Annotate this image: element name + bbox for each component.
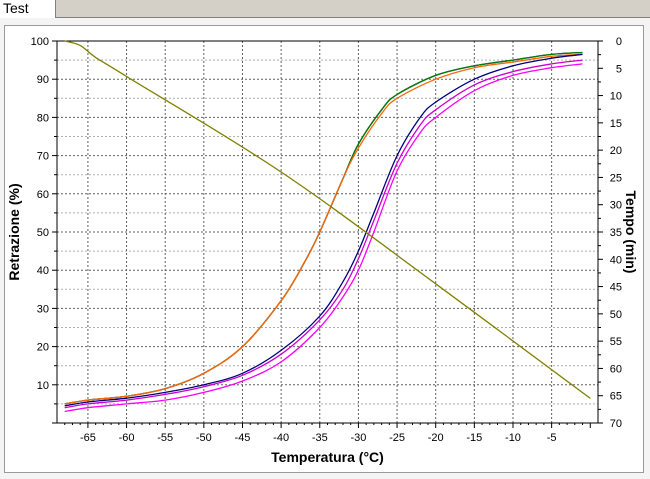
y2-tick-label: 60 — [610, 363, 622, 375]
y-tick-label: 60 — [37, 189, 49, 201]
x-tick-label: -30 — [350, 432, 366, 444]
tab-divider — [56, 17, 650, 18]
y2-tick-label: 50 — [610, 309, 622, 321]
y2-tick-label: 10 — [610, 91, 622, 103]
y2-tick-label: 55 — [610, 336, 622, 348]
x-tick-label: -50 — [196, 432, 212, 444]
y2-tick-label: 15 — [610, 118, 622, 130]
series-line-2 — [64, 53, 583, 405]
y2-tick-label: 35 — [610, 227, 622, 239]
y2-tick-label: 65 — [610, 391, 622, 403]
tab-test[interactable]: Test — [0, 0, 56, 18]
y2-tick-label: 70 — [610, 418, 622, 430]
x-tick-label: -65 — [80, 432, 96, 444]
x-tick-label: -25 — [389, 432, 405, 444]
y-tick-label: 80 — [37, 112, 49, 124]
x-tick-label: -20 — [428, 432, 444, 444]
y-tick-label: 30 — [37, 303, 49, 315]
y-tick-label: 50 — [37, 227, 49, 239]
x-tick-label: -45 — [235, 432, 251, 444]
y2-tick-label: 30 — [610, 200, 622, 212]
x-tick-label: -60 — [119, 432, 135, 444]
y-tick-label: 90 — [37, 74, 49, 86]
series-line-4 — [64, 59, 583, 409]
y-tick-label: 70 — [37, 151, 49, 163]
y-tick-label: 40 — [37, 265, 49, 277]
plot-area — [57, 41, 598, 423]
y-tick-label: 10 — [37, 380, 49, 392]
x-tick-label: -40 — [273, 432, 289, 444]
x-tick-label: -55 — [157, 432, 173, 444]
series-line-6 — [64, 40, 591, 399]
series-line-5 — [64, 63, 583, 413]
y2-tick-label: 5 — [616, 63, 622, 75]
y-tick-label: 100 — [31, 36, 49, 48]
x-tick-label: -35 — [312, 432, 328, 444]
y2-axis-title: Tempo (min) — [623, 191, 639, 274]
y-tick-label: 20 — [37, 342, 49, 354]
y2-tick-label: 20 — [610, 145, 622, 157]
y2-tick-label: 45 — [610, 282, 622, 294]
y2-tick-label: 40 — [610, 254, 622, 266]
tab-bar: Test — [0, 0, 650, 18]
y2-tick-label: 25 — [610, 172, 622, 184]
x-axis-title: Temperatura (°C) — [271, 449, 384, 465]
y-axis-title: Retrazione (%) — [6, 183, 22, 280]
x-tick-label: -10 — [505, 432, 521, 444]
x-tick-label: -5 — [547, 432, 557, 444]
x-tick-label: -15 — [466, 432, 482, 444]
y2-tick-label: 0 — [616, 36, 622, 48]
tab-test-label: Test — [3, 0, 29, 16]
series-line-3 — [64, 53, 583, 407]
